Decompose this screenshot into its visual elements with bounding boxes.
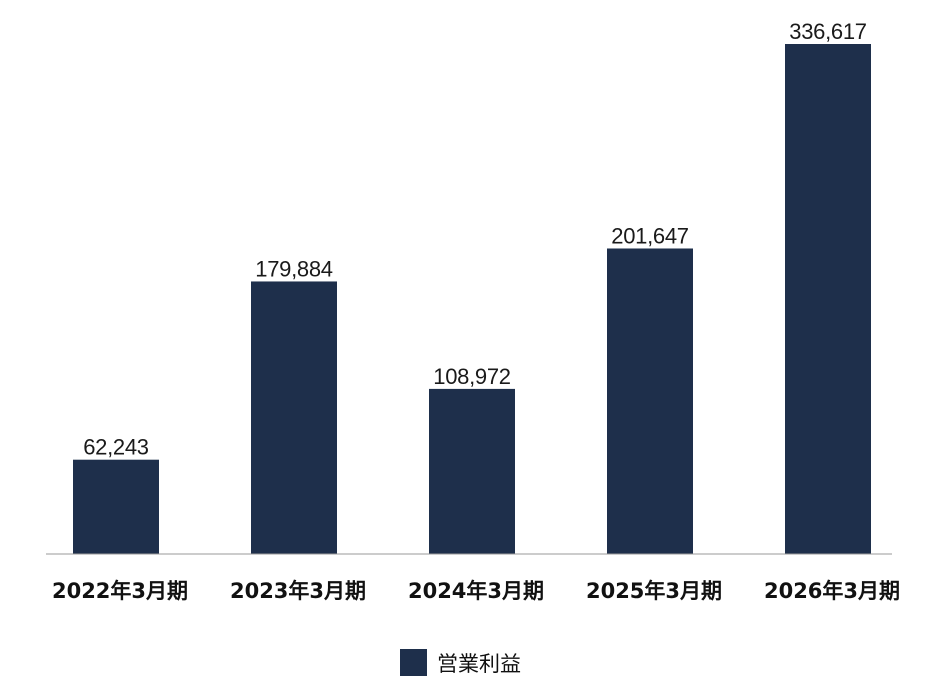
bar-4 — [607, 248, 693, 554]
bar-1 — [73, 459, 159, 554]
x-tick-label-group: 2022年3月期 2023年3月期 2024年3月期 2025年3月期 2026年3月期 — [52, 579, 900, 603]
value-label-3: 108,972 — [433, 364, 510, 389]
value-label-2: 179,884 — [255, 256, 332, 281]
bar-2 — [251, 281, 337, 554]
x-tick-label-1: 2022年3月期 — [52, 579, 188, 603]
x-tick-label-4: 2025年3月期 — [586, 579, 722, 603]
bar-5 — [785, 44, 871, 554]
value-label-5: 336,617 — [789, 19, 866, 44]
legend-label: 営業利益 — [437, 652, 521, 676]
x-tick-label-3: 2024年3月期 — [408, 579, 544, 603]
legend: 営業利益 — [400, 649, 521, 676]
legend-swatch — [400, 649, 427, 676]
value-label-4: 201,647 — [611, 223, 688, 248]
value-label-group: 62,243 179,884 108,972 201,647 336,617 — [83, 19, 867, 460]
bar-group — [73, 44, 871, 554]
x-tick-label-5: 2026年3月期 — [764, 579, 900, 603]
x-tick-label-2: 2023年3月期 — [230, 579, 366, 603]
value-label-1: 62,243 — [83, 435, 149, 460]
bar-3 — [429, 388, 515, 554]
